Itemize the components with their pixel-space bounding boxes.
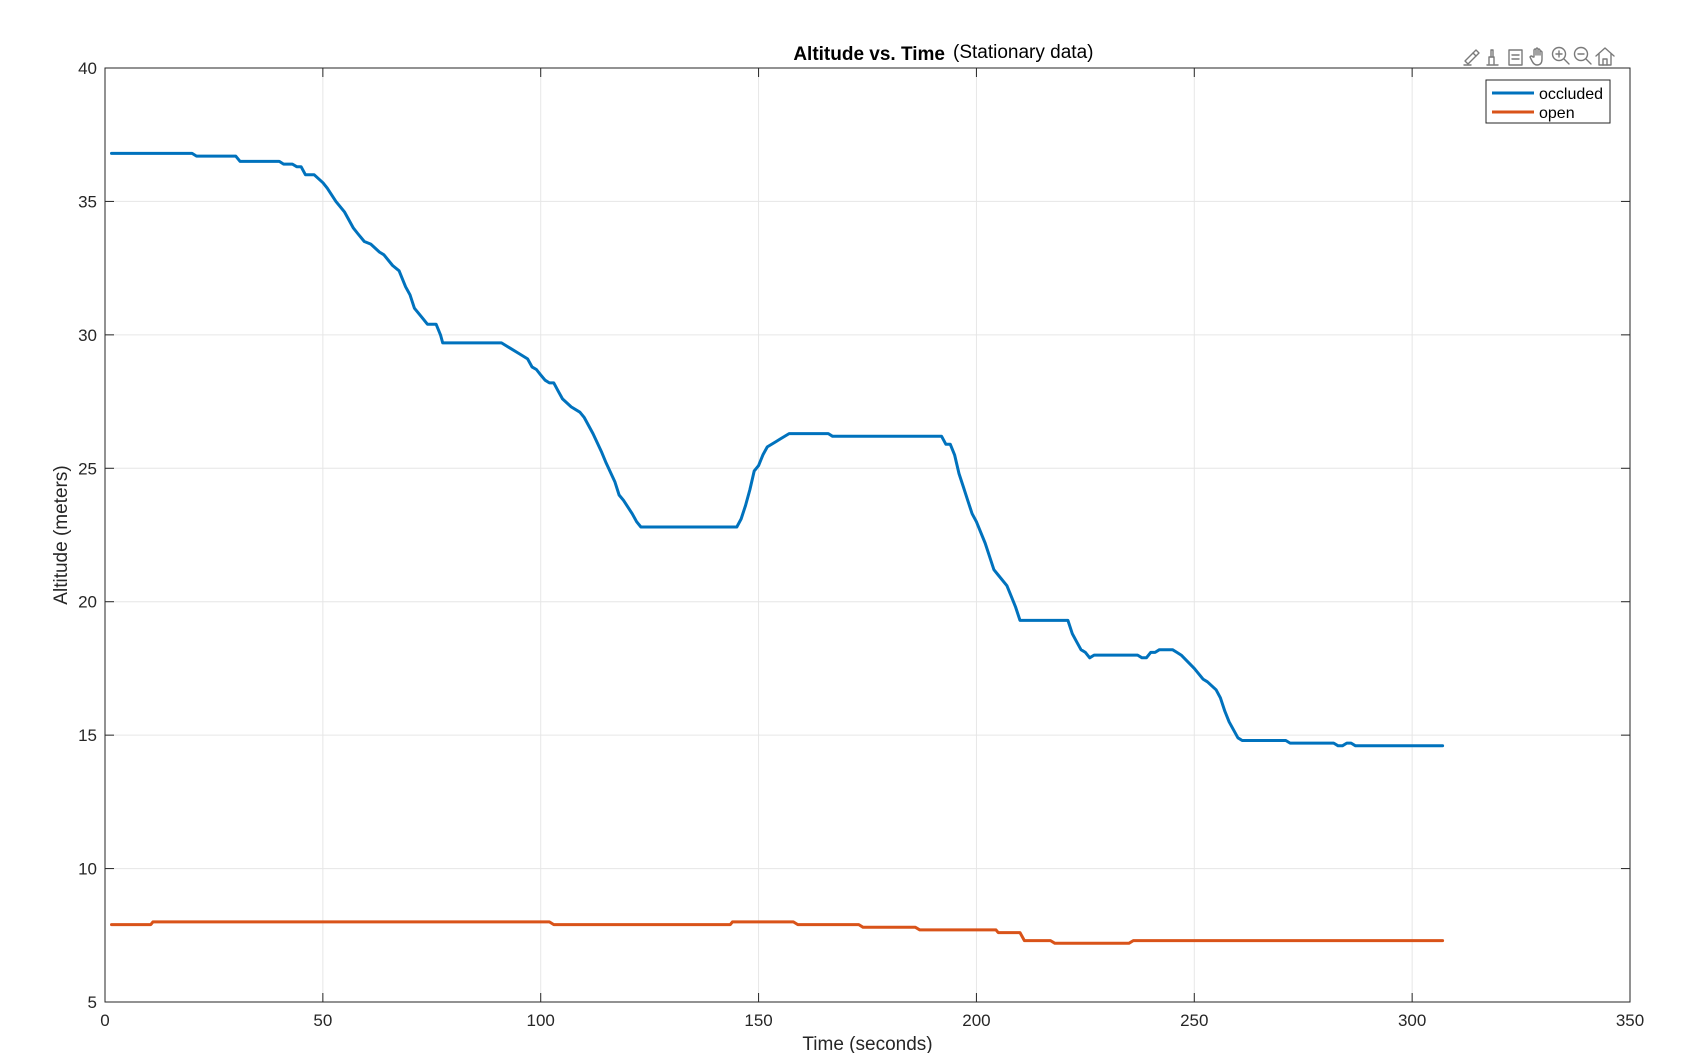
legend-box xyxy=(1485,79,1611,124)
y-axis-label: Altitude (meters) xyxy=(51,465,72,604)
y-tick-label: 20 xyxy=(78,593,97,612)
x-tick-label: 300 xyxy=(1398,1011,1426,1030)
restore-view-icon[interactable] xyxy=(1508,49,1523,66)
legend[interactable]: occluded open xyxy=(1485,79,1611,124)
zoom-out-icon[interactable] xyxy=(1573,46,1592,65)
y-tick-label: 10 xyxy=(78,860,97,879)
x-tick-label: 0 xyxy=(100,1011,109,1030)
x-tick-label: 50 xyxy=(313,1011,332,1030)
legend-label-open: open xyxy=(1539,105,1575,122)
series-line-occluded xyxy=(110,151,1445,748)
home-icon[interactable] xyxy=(1595,47,1615,66)
x-tick-label: 100 xyxy=(527,1011,555,1030)
x-tick-label: 150 xyxy=(744,1011,772,1030)
legend-label-occluded: occluded xyxy=(1539,86,1603,103)
data-tips-icon[interactable] xyxy=(1486,49,1499,66)
chart-subtitle: (Stationary data) xyxy=(953,42,1093,63)
x-tick-label: 350 xyxy=(1616,1011,1644,1030)
pan-icon[interactable] xyxy=(1529,47,1543,66)
chart-title: Altitude vs. Time xyxy=(793,44,945,65)
zoom-in-icon[interactable] xyxy=(1551,46,1570,65)
axes-toolbar xyxy=(1463,46,1615,66)
x-axis-label: Time (seconds) xyxy=(802,1034,932,1053)
y-tick-label: 15 xyxy=(78,726,97,745)
y-tick-label: 35 xyxy=(78,192,97,211)
series-line-open xyxy=(110,920,1445,945)
y-tick-label: 25 xyxy=(78,459,97,478)
x-tick-label: 200 xyxy=(962,1011,990,1030)
y-tick-label: 40 xyxy=(78,59,97,78)
grid-lines xyxy=(104,67,1631,1003)
x-tick-label: 250 xyxy=(1180,1011,1208,1030)
y-tick-label: 30 xyxy=(78,326,97,345)
series-layer xyxy=(110,151,1445,945)
plot-frame xyxy=(104,67,1631,1003)
plot-area xyxy=(105,68,1630,1002)
brush-icon[interactable] xyxy=(1463,49,1480,66)
tick-labels: 0 50 100 150 200 250 300 350 5 10 15 20 25 30 35 40 xyxy=(78,59,1644,1030)
y-tick-label: 5 xyxy=(88,993,97,1012)
